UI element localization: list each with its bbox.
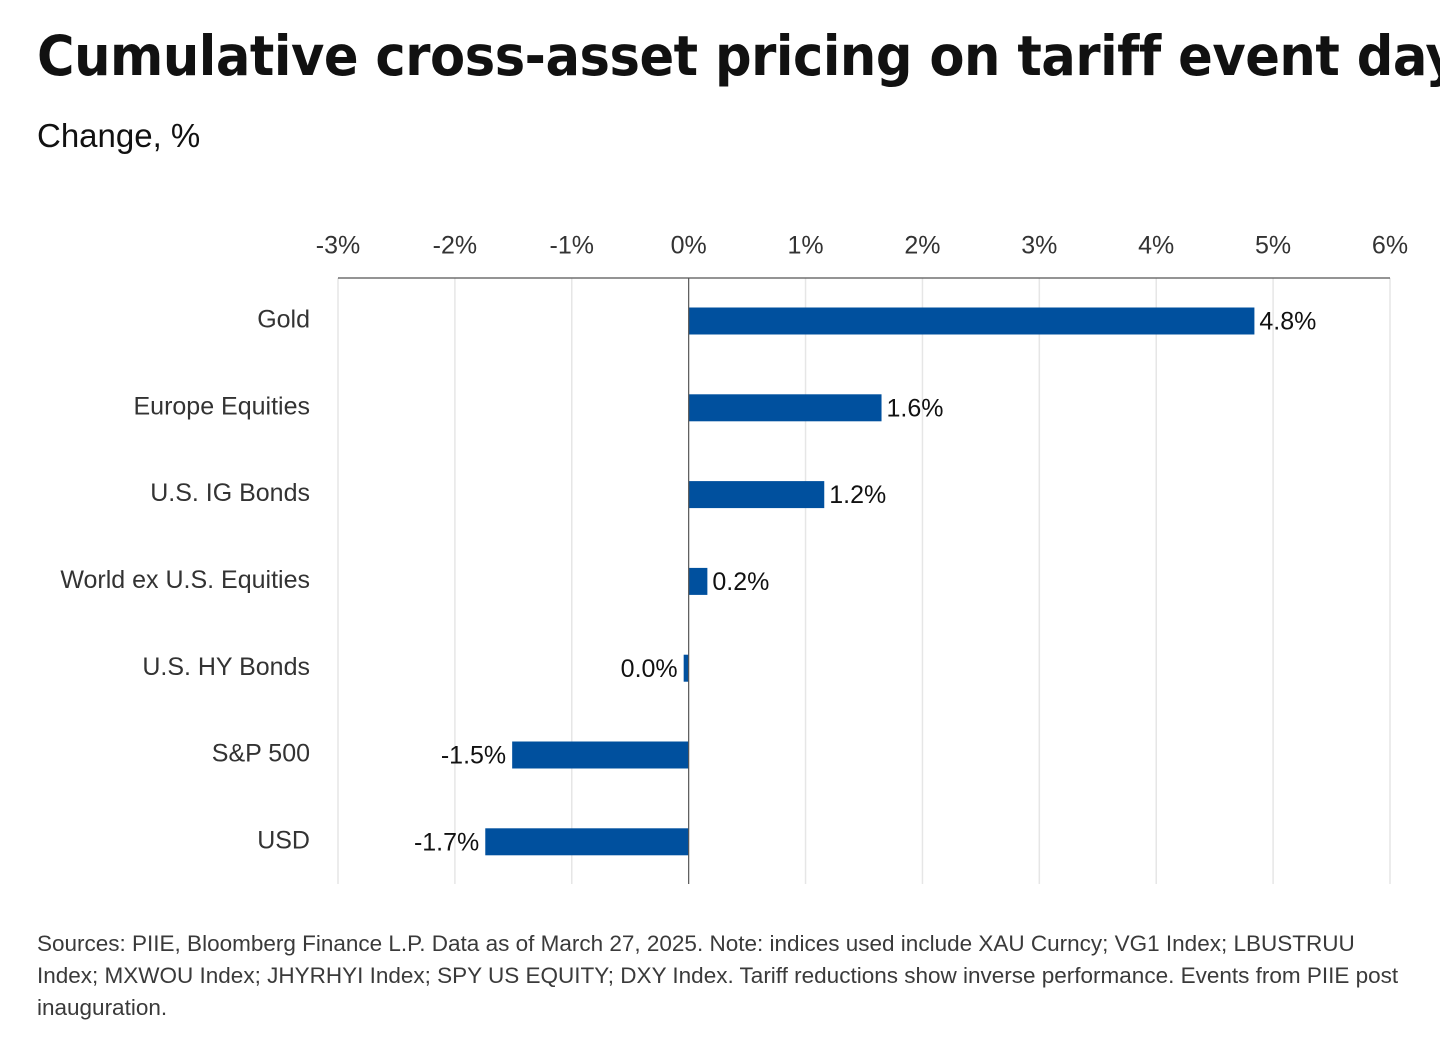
chart-title: Cumulative cross-asset pricing on tariff… <box>37 24 1440 88</box>
x-tick-label: -2% <box>433 232 477 260</box>
x-tick-label: -3% <box>316 232 360 260</box>
sources-footnote: Sources: PIIE, Bloomberg Finance L.P. Da… <box>37 931 1399 1020</box>
category-label: Gold <box>257 306 310 334</box>
bar <box>485 828 689 856</box>
bar <box>688 394 882 422</box>
chart-subtitle: Change, % <box>37 117 201 154</box>
x-tick-label: 5% <box>1255 232 1291 260</box>
x-tick-label: 0% <box>671 232 707 260</box>
x-tick-label: 3% <box>1021 232 1057 260</box>
data-label: -1.5% <box>441 742 506 770</box>
x-tick-label: 6% <box>1372 232 1408 260</box>
category-label: USD <box>257 826 310 854</box>
x-tick-label: 2% <box>904 232 940 260</box>
category-label: S&P 500 <box>212 740 310 768</box>
bar <box>683 654 689 682</box>
bar <box>688 567 708 595</box>
x-tick-label: 1% <box>787 232 823 260</box>
category-label: Europe Equities <box>133 392 310 420</box>
bar <box>688 307 1255 335</box>
category-label: U.S. HY Bonds <box>142 653 310 681</box>
bar-chart: -3% -2% -1% 0% 1% 2% 3% 4% 5% 6% Gold 4.8% Europe Eq… <box>60 232 1408 884</box>
data-label: 4.8% <box>1259 308 1316 336</box>
bar <box>688 481 825 509</box>
x-tick-label: 4% <box>1138 232 1174 260</box>
data-label: -1.7% <box>414 828 479 856</box>
category-label: World ex U.S. Equities <box>60 566 310 594</box>
x-tick-label: -1% <box>550 232 594 260</box>
data-label: 1.6% <box>887 394 944 422</box>
bar <box>512 741 689 769</box>
data-label: 1.2% <box>829 481 886 509</box>
data-label: 0.0% <box>621 655 678 683</box>
data-label: 0.2% <box>712 568 769 596</box>
category-label: U.S. IG Bonds <box>150 479 310 507</box>
